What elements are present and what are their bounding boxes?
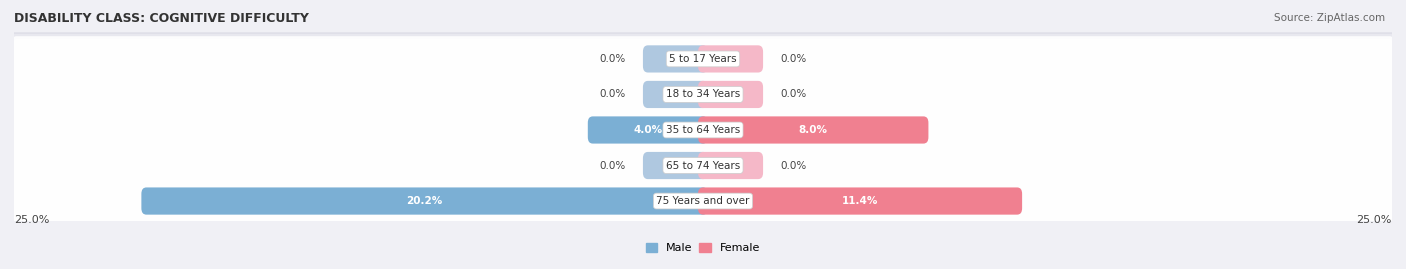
Text: 4.0%: 4.0% [633, 125, 662, 135]
Text: DISABILITY CLASS: COGNITIVE DIFFICULTY: DISABILITY CLASS: COGNITIVE DIFFICULTY [14, 12, 309, 25]
Legend: Male, Female: Male, Female [643, 239, 763, 256]
Text: 35 to 64 Years: 35 to 64 Years [666, 125, 740, 135]
Text: 0.0%: 0.0% [599, 54, 626, 64]
Text: 75 Years and over: 75 Years and over [657, 196, 749, 206]
FancyBboxPatch shape [6, 33, 1400, 85]
FancyBboxPatch shape [13, 181, 1393, 221]
FancyBboxPatch shape [697, 152, 763, 179]
FancyBboxPatch shape [643, 81, 709, 108]
FancyBboxPatch shape [588, 116, 709, 144]
FancyBboxPatch shape [10, 143, 1396, 188]
Text: 0.0%: 0.0% [780, 54, 807, 64]
FancyBboxPatch shape [697, 45, 763, 73]
Text: 5 to 17 Years: 5 to 17 Years [669, 54, 737, 64]
FancyBboxPatch shape [10, 36, 1396, 82]
Text: 20.2%: 20.2% [406, 196, 443, 206]
FancyBboxPatch shape [6, 140, 1400, 192]
FancyBboxPatch shape [697, 81, 763, 108]
FancyBboxPatch shape [10, 72, 1396, 117]
FancyBboxPatch shape [10, 178, 1396, 224]
FancyBboxPatch shape [13, 39, 1393, 79]
FancyBboxPatch shape [13, 74, 1393, 115]
Text: 8.0%: 8.0% [799, 125, 828, 135]
Text: 18 to 34 Years: 18 to 34 Years [666, 90, 740, 100]
Text: Source: ZipAtlas.com: Source: ZipAtlas.com [1274, 13, 1385, 23]
FancyBboxPatch shape [697, 187, 1022, 215]
FancyBboxPatch shape [10, 107, 1396, 153]
Text: 25.0%: 25.0% [1357, 214, 1392, 225]
FancyBboxPatch shape [142, 187, 709, 215]
FancyBboxPatch shape [643, 45, 709, 73]
FancyBboxPatch shape [6, 104, 1400, 156]
FancyBboxPatch shape [13, 145, 1393, 186]
FancyBboxPatch shape [643, 152, 709, 179]
FancyBboxPatch shape [13, 110, 1393, 150]
Text: 0.0%: 0.0% [599, 90, 626, 100]
Text: 0.0%: 0.0% [780, 161, 807, 171]
Text: 65 to 74 Years: 65 to 74 Years [666, 161, 740, 171]
Text: 0.0%: 0.0% [780, 90, 807, 100]
FancyBboxPatch shape [697, 116, 928, 144]
Text: 25.0%: 25.0% [14, 214, 49, 225]
FancyBboxPatch shape [6, 175, 1400, 227]
FancyBboxPatch shape [6, 69, 1400, 121]
Text: 0.0%: 0.0% [599, 161, 626, 171]
Text: 11.4%: 11.4% [842, 196, 879, 206]
